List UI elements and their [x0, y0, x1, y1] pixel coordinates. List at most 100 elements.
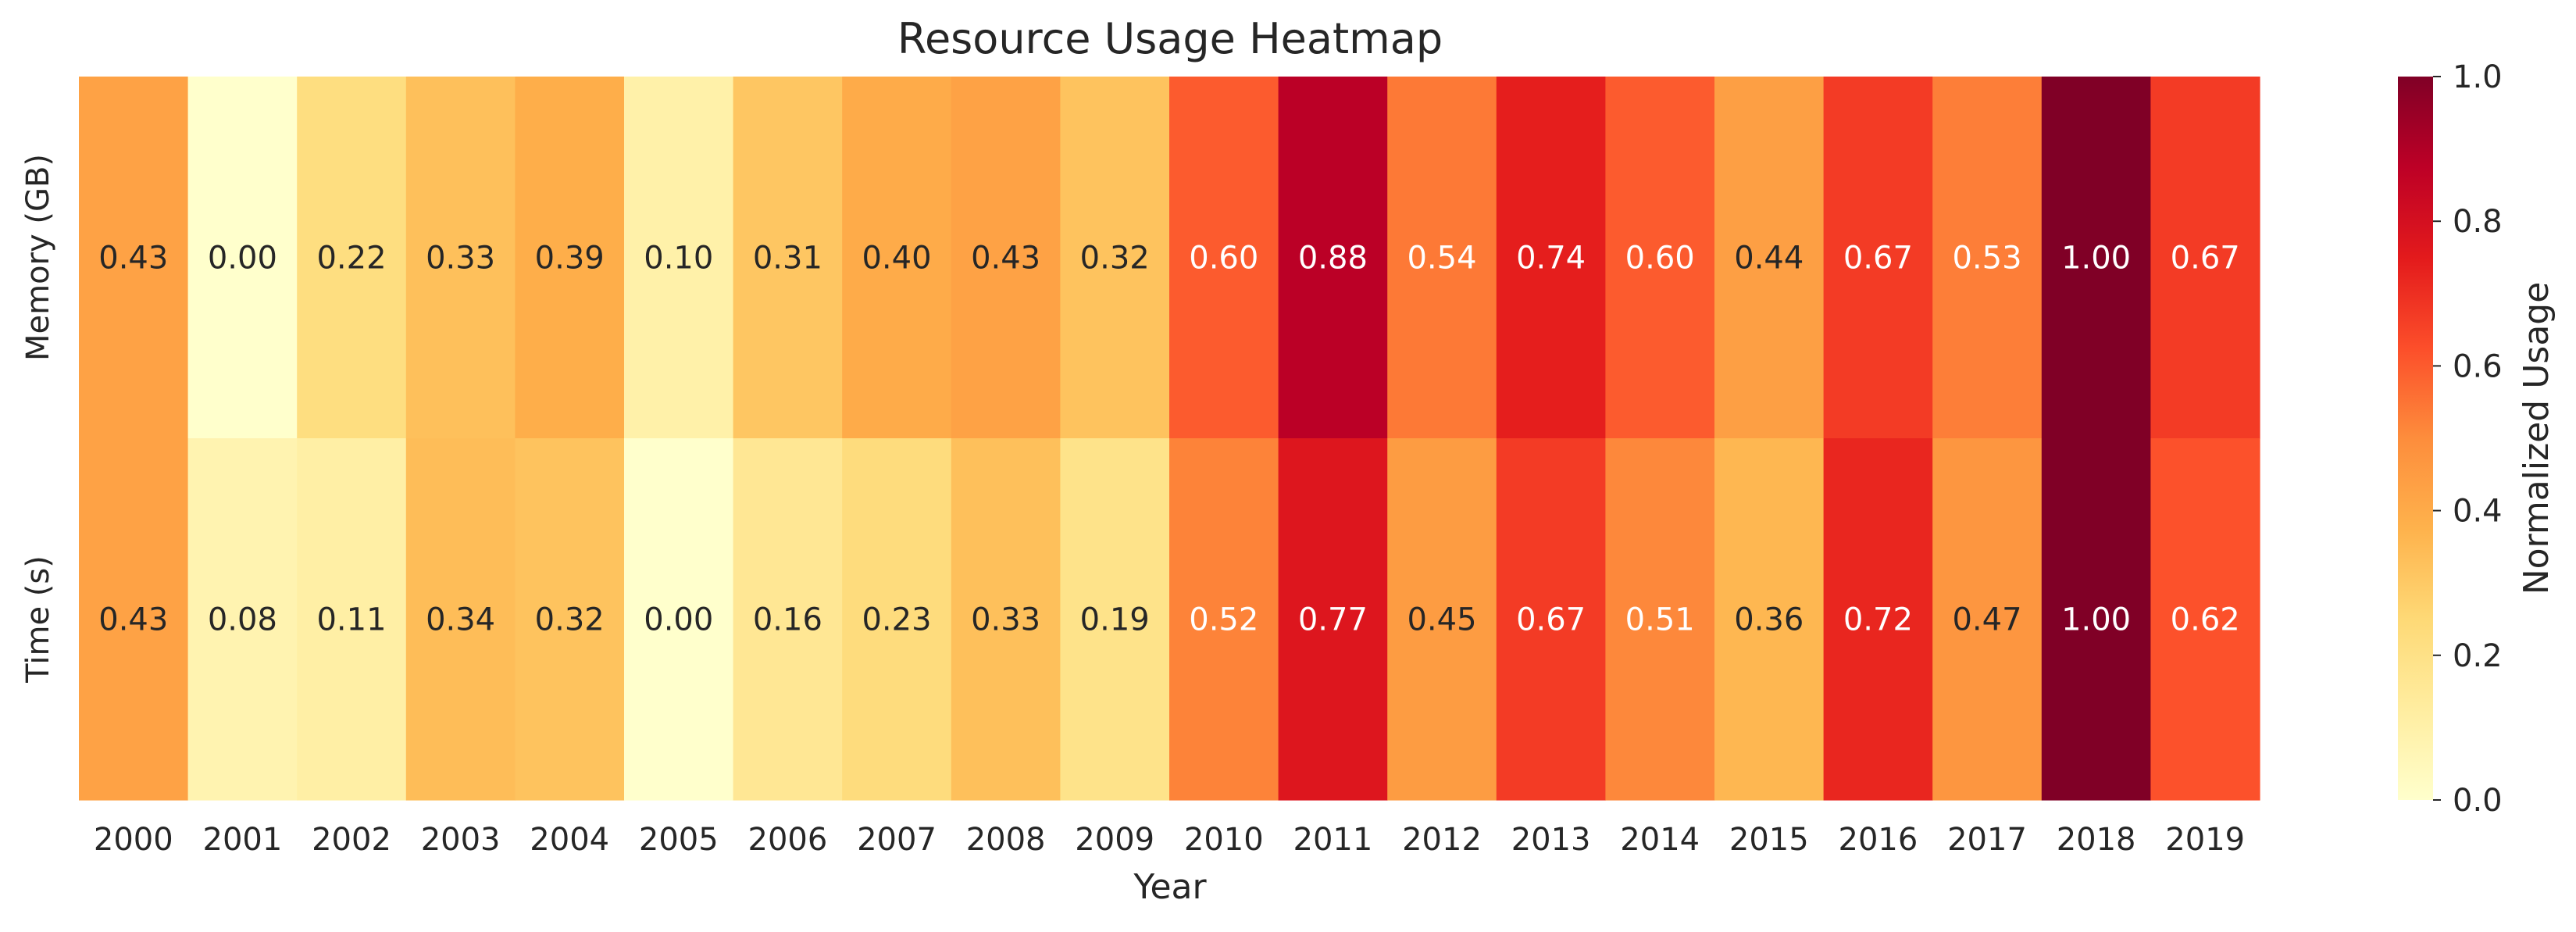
x-tick-label: 2017	[1947, 822, 2027, 858]
cell-value-label: 0.60	[1189, 241, 1258, 277]
x-tick-label: 2007	[857, 822, 937, 858]
heatmap-cell	[405, 77, 516, 439]
cell-value-label: 0.60	[1625, 241, 1695, 277]
cell-value-label: 0.53	[1952, 241, 2021, 277]
x-tick-label: 2010	[1184, 822, 1264, 858]
cell-value-label: 0.00	[644, 602, 713, 638]
colorbar-tick-label: 0.8	[2453, 204, 2503, 240]
x-tick-label: 2008	[966, 822, 1046, 858]
cell-value-label: 0.72	[1843, 602, 1913, 638]
heatmap-cell	[1605, 77, 1715, 439]
cell-value-label: 0.19	[1080, 602, 1150, 638]
heatmap-cell	[79, 438, 189, 801]
heatmap-cell	[1387, 438, 1497, 801]
heatmap-cell	[1714, 77, 1825, 439]
heatmap-cell	[733, 77, 843, 439]
x-tick-label: 2018	[2057, 822, 2136, 858]
x-tick-label: 2002	[312, 822, 391, 858]
heatmap-cell	[2041, 438, 2151, 801]
x-tick-label: 2006	[748, 822, 828, 858]
cell-value-label: 0.77	[1298, 602, 1368, 638]
heatmap-cell	[733, 438, 843, 801]
cell-value-label: 0.43	[98, 241, 168, 277]
x-tick-label: 2015	[1729, 822, 1809, 858]
heatmap-cell	[1169, 438, 1279, 801]
heatmap-cell	[1823, 438, 1933, 801]
x-tick-label: 2013	[1511, 822, 1591, 858]
heatmap-cell	[1605, 438, 1715, 801]
cell-value-label: 0.10	[644, 241, 713, 277]
heatmap-cell	[2041, 77, 2151, 439]
cell-value-label: 0.67	[2171, 241, 2240, 277]
chart-title: Resource Usage Heatmap	[897, 14, 1443, 63]
cell-value-label: 0.33	[971, 602, 1040, 638]
heatmap-cell	[297, 438, 407, 801]
cell-value-label: 0.22	[316, 241, 386, 277]
heatmap-cell	[842, 438, 952, 801]
heatmap-cell	[1496, 438, 1606, 801]
heatmap-cell	[297, 77, 407, 439]
colorbar-tick-label: 0.6	[2453, 348, 2503, 384]
cell-value-label: 0.88	[1298, 241, 1368, 277]
cell-value-label: 0.52	[1189, 602, 1258, 638]
heatmap-cell	[1932, 77, 2043, 439]
x-axis-label: Year	[1133, 867, 1207, 907]
heatmap-cell	[1932, 438, 2043, 801]
cell-value-label: 0.08	[208, 602, 277, 638]
x-tick-label: 2000	[94, 822, 173, 858]
colorbar-tick-label: 1.0	[2453, 59, 2503, 95]
x-tick-label: 2003	[421, 822, 501, 858]
heatmap-cell	[624, 438, 734, 801]
heatmap-cell	[1169, 77, 1279, 439]
cell-value-label: 0.40	[862, 241, 931, 277]
colorbar-tick-label: 0.4	[2453, 494, 2503, 530]
cell-value-label: 0.45	[1407, 602, 1476, 638]
x-tick-label: 2004	[530, 822, 609, 858]
heatmap-cell	[1278, 77, 1388, 439]
cell-value-label: 0.67	[1843, 241, 1913, 277]
cell-value-label: 0.32	[1080, 241, 1150, 277]
cell-value-label: 0.67	[1516, 602, 1586, 638]
heatmap-cell	[515, 77, 625, 439]
cell-value-label: 0.74	[1516, 241, 1586, 277]
cell-value-label: 0.51	[1625, 602, 1695, 638]
cell-value-label: 0.43	[971, 241, 1040, 277]
heatmap-cell	[842, 77, 952, 439]
cell-value-label: 0.39	[535, 241, 605, 277]
y-tick-label: Time (s)	[20, 555, 56, 684]
heatmap-cell	[1060, 77, 1170, 439]
heatmap-cell	[624, 77, 734, 439]
cell-value-label: 0.54	[1407, 241, 1476, 277]
heatmap-cell	[1278, 438, 1388, 801]
heatmap-cell	[515, 438, 625, 801]
x-tick-label: 2009	[1075, 822, 1154, 858]
colorbar	[2398, 77, 2433, 800]
heatmap-cell	[2150, 77, 2260, 439]
colorbar-tick-label: 0.0	[2453, 783, 2503, 819]
colorbar-tick-labels: 0.0 0.2 0.4 0.6 0.8 1.0	[2433, 59, 2503, 819]
colorbar-tick-label: 0.2	[2453, 638, 2503, 674]
heatmap-cell	[951, 438, 1061, 801]
colorbar-label: Normalized Usage	[2517, 282, 2556, 595]
x-tick-label: 2012	[1402, 822, 1482, 858]
heatmap-cell	[1496, 77, 1606, 439]
cell-value-label: 0.16	[753, 602, 822, 638]
x-tick-label: 2011	[1293, 822, 1373, 858]
x-tick-labels: 2000 2001 2002 2003 2004 2005 2006 2007 2008 2009…	[94, 822, 2245, 858]
heatmap-cells	[79, 77, 2260, 801]
cell-value-label: 0.43	[98, 602, 168, 638]
heatmap-cell	[405, 438, 516, 801]
cell-value-label: 0.36	[1734, 602, 1804, 638]
cell-value-label: 0.62	[2171, 602, 2240, 638]
heatmap-cell	[1060, 438, 1170, 801]
heatmap-cell	[1387, 77, 1497, 439]
y-tick-label: Memory (GB)	[20, 154, 56, 361]
heatmap-cell	[79, 77, 189, 439]
heatmap-cell	[2150, 438, 2260, 801]
x-tick-label: 2016	[1839, 822, 1918, 858]
cell-value-label: 0.32	[535, 602, 605, 638]
cell-value-label: 0.33	[426, 241, 495, 277]
x-tick-label: 2019	[2165, 822, 2245, 858]
